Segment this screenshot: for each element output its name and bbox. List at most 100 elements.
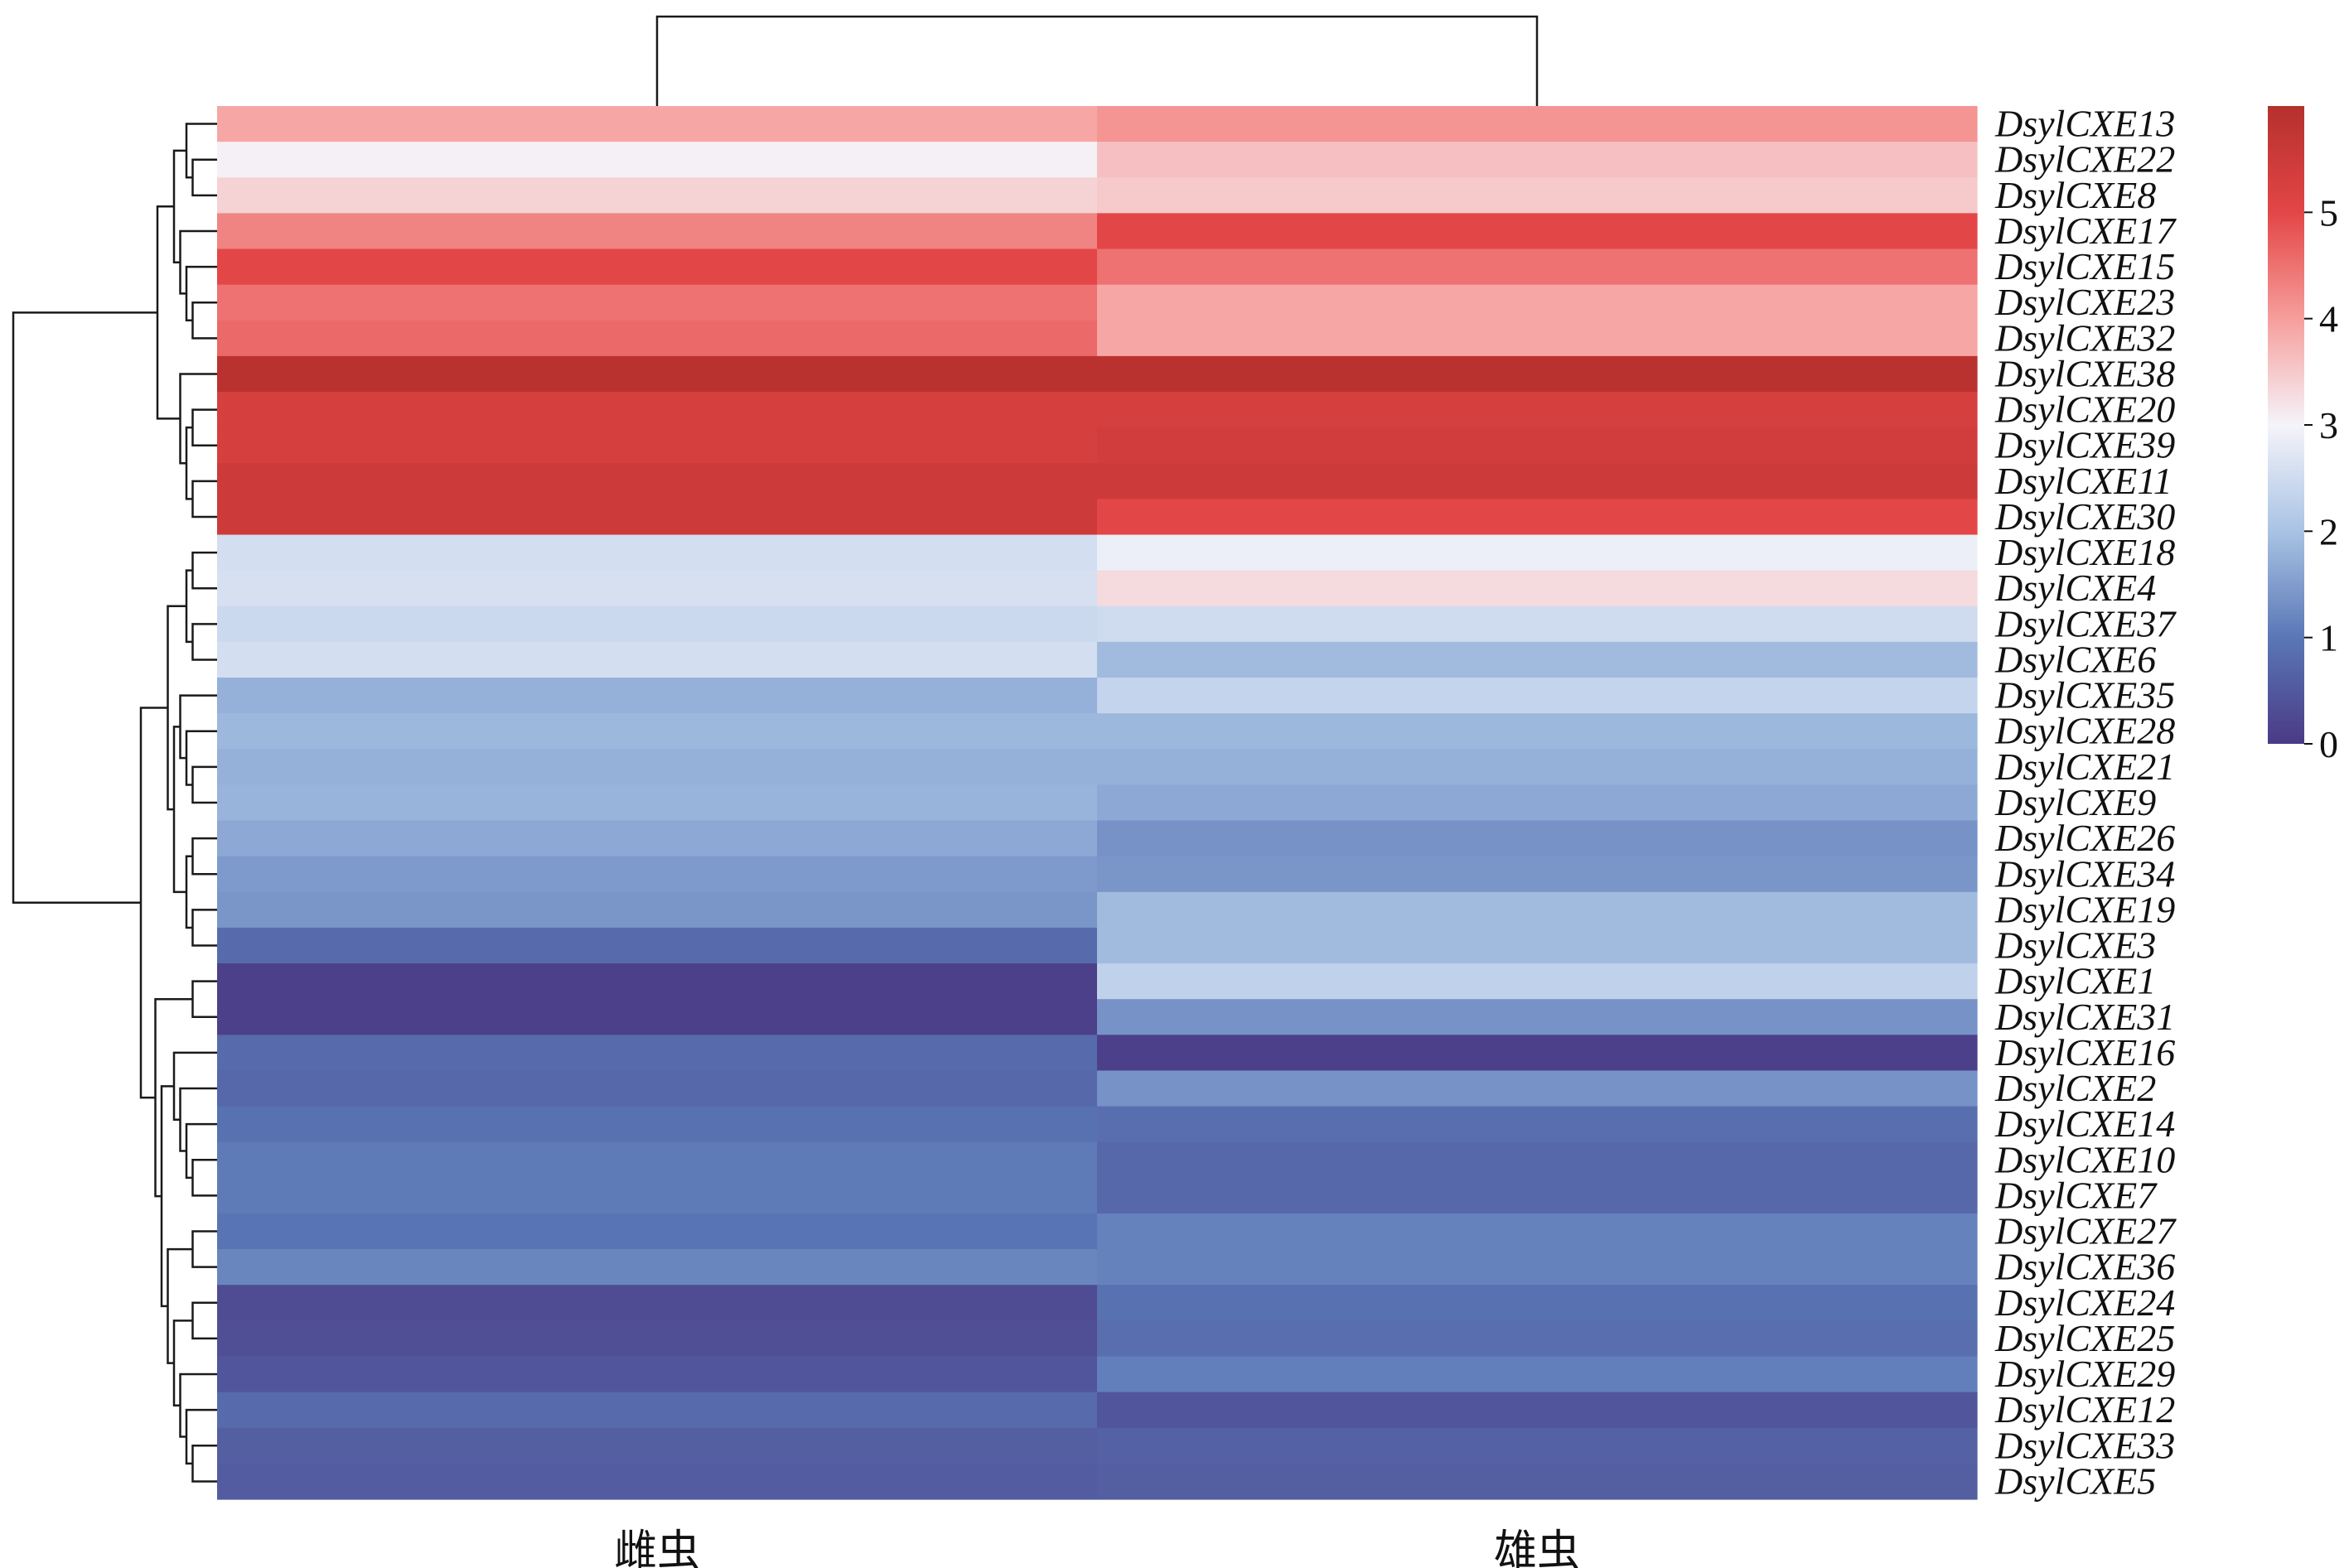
heatmap-cell-DsylCXE20-2 — [1097, 392, 1978, 428]
heatmap-cell-DsylCXE14-2 — [1097, 1106, 1978, 1143]
colorbar-tick-label: 1 — [2319, 617, 2338, 659]
row-label: DsylCXE18 — [1994, 531, 2175, 573]
column-label: 雌虫 — [614, 1528, 700, 1568]
column-dendrogram — [655, 15, 1539, 106]
row-dendrogram-link — [12, 311, 157, 905]
heatmap-cell-DsylCXE29-2 — [1097, 1356, 1978, 1393]
heatmap-cell-DsylCXE2-1 — [217, 1070, 1098, 1107]
heatmap-cell-DsylCXE32-2 — [1097, 320, 1978, 357]
heatmap-cell-DsylCXE6-2 — [1097, 641, 1978, 678]
heatmap-cell-DsylCXE2-2 — [1097, 1070, 1978, 1107]
heatmap-cell-DsylCXE34-1 — [217, 856, 1098, 893]
heatmap-cell-DsylCXE16-1 — [217, 1035, 1098, 1072]
row-label: DsylCXE14 — [1994, 1102, 2175, 1145]
row-label: DsylCXE9 — [1994, 781, 2156, 823]
heatmap-cell-DsylCXE35-1 — [217, 678, 1098, 714]
row-dendrogram-link — [172, 1320, 193, 1407]
row-label: DsylCXE16 — [1994, 1031, 2175, 1073]
heatmap-cell-DsylCXE1-2 — [1097, 963, 1978, 1000]
row-dendrogram-link — [191, 837, 217, 876]
heatmap-cell-DsylCXE9-2 — [1097, 784, 1978, 822]
row-dendrogram-link — [191, 301, 217, 340]
heatmap-cell-DsylCXE37-2 — [1097, 605, 1978, 643]
row-label: DsylCXE5 — [1994, 1459, 2156, 1502]
row-label: DsylCXE34 — [1994, 852, 2175, 895]
heatmap-cell-DsylCXE39-2 — [1097, 427, 1978, 464]
colorbar-tick-label: 4 — [2319, 298, 2338, 340]
colorbar-ticks: 0 1 2 3 4 5 — [2304, 191, 2338, 765]
row-label: DsylCXE25 — [1994, 1317, 2175, 1359]
colorbar-gradient — [2268, 106, 2304, 744]
row-label: DsylCXE2 — [1994, 1067, 2156, 1109]
heatmap-cell-DsylCXE12-2 — [1097, 1392, 1978, 1429]
heatmap-cell-DsylCXE38-1 — [217, 355, 1098, 393]
row-label: DsylCXE39 — [1994, 424, 2175, 466]
heatmap-cell-DsylCXE31-2 — [1097, 999, 1978, 1035]
heatmap-cell-DsylCXE8-1 — [217, 177, 1098, 214]
heatmap-cell-DsylCXE12-1 — [217, 1392, 1098, 1429]
heatmap-cell-DsylCXE16-2 — [1097, 1035, 1978, 1072]
heatmap-cell-DsylCXE20-1 — [217, 392, 1098, 428]
heatmap-cell-DsylCXE23-2 — [1097, 284, 1978, 321]
row-label: DsylCXE17 — [1994, 210, 2177, 252]
row-label: DsylCXE8 — [1994, 174, 2156, 216]
heatmap-cell-DsylCXE9-1 — [217, 784, 1098, 822]
row-dendrogram-link — [191, 1159, 217, 1197]
heatmap-cell-DsylCXE31-1 — [217, 999, 1098, 1035]
colorbar: 0 1 2 3 4 5 — [2268, 106, 2338, 765]
heatmap-cell-DsylCXE4-2 — [1097, 570, 1978, 607]
heatmap-cell-DsylCXE13-1 — [217, 106, 1098, 142]
heatmap-cell-DsylCXE24-1 — [217, 1285, 1098, 1321]
heatmap-cell-DsylCXE36-1 — [217, 1249, 1098, 1286]
row-label: DsylCXE11 — [1994, 460, 2173, 502]
heatmap-cell-DsylCXE28-1 — [217, 713, 1098, 750]
heatmap-cell-DsylCXE27-2 — [1097, 1213, 1978, 1250]
row-label: DsylCXE13 — [1994, 103, 2175, 145]
row-label: DsylCXE12 — [1994, 1388, 2175, 1430]
row-dendrogram-link — [191, 980, 217, 1019]
heatmap-cell-DsylCXE18-2 — [1097, 534, 1978, 572]
heatmap-cell-DsylCXE15-2 — [1097, 248, 1978, 286]
row-label: DsylCXE15 — [1994, 245, 2175, 287]
row-dendrogram-link — [191, 551, 217, 590]
heatmap-cell-DsylCXE14-1 — [217, 1106, 1098, 1143]
row-dendrogram-link — [191, 909, 217, 947]
row-label: DsylCXE1 — [1994, 960, 2156, 1002]
heatmap-cell-DsylCXE5-1 — [217, 1463, 1098, 1500]
heatmap-cell-DsylCXE38-2 — [1097, 355, 1978, 393]
colorbar-tick-label: 5 — [2319, 191, 2338, 234]
heatmap-cell-DsylCXE26-1 — [217, 820, 1098, 857]
heatmap-cell-DsylCXE25-1 — [217, 1320, 1098, 1358]
heatmap-cell-DsylCXE30-1 — [217, 499, 1098, 536]
row-label: DsylCXE38 — [1994, 352, 2175, 394]
colorbar-tick-label: 2 — [2319, 510, 2338, 552]
row-dendrogram-link — [185, 1122, 217, 1180]
heatmap-cell-DsylCXE23-1 — [217, 284, 1098, 321]
row-dendrogram-link — [167, 605, 186, 811]
heatmap-cell-DsylCXE34-2 — [1097, 856, 1978, 893]
heatmap-cell-DsylCXE8-2 — [1097, 177, 1978, 214]
heatmap-cell-DsylCXE33-1 — [217, 1427, 1098, 1464]
row-label: DsylCXE35 — [1994, 674, 2175, 716]
row-label: DsylCXE6 — [1994, 638, 2156, 680]
heatmap-cell-DsylCXE13-2 — [1097, 106, 1978, 142]
row-label: DsylCXE19 — [1994, 888, 2175, 930]
row-label: DsylCXE33 — [1994, 1424, 2175, 1466]
heatmap-cell-DsylCXE10-1 — [217, 1141, 1098, 1179]
heatmap-cell-DsylCXE7-2 — [1097, 1177, 1978, 1214]
heatmap-cell-DsylCXE19-1 — [217, 891, 1098, 929]
row-dendrogram-link — [167, 1247, 193, 1364]
heatmap-cell-DsylCXE22-1 — [217, 142, 1098, 178]
heatmap-cell-DsylCXE17-2 — [1097, 213, 1978, 250]
row-label: DsylCXE32 — [1994, 316, 2175, 359]
heatmap-cell-DsylCXE32-1 — [217, 320, 1098, 357]
row-dendrogram-link — [191, 158, 217, 197]
row-dendrogram-link — [156, 205, 181, 420]
column-label: 雄虫 — [1494, 1528, 1580, 1568]
heatmap-cell-DsylCXE37-1 — [217, 605, 1098, 643]
heatmap-cell-DsylCXE36-2 — [1097, 1249, 1978, 1286]
heatmap-cell-DsylCXE3-2 — [1097, 927, 1978, 964]
row-label: DsylCXE3 — [1994, 924, 2156, 967]
row-label: DsylCXE4 — [1994, 567, 2156, 609]
